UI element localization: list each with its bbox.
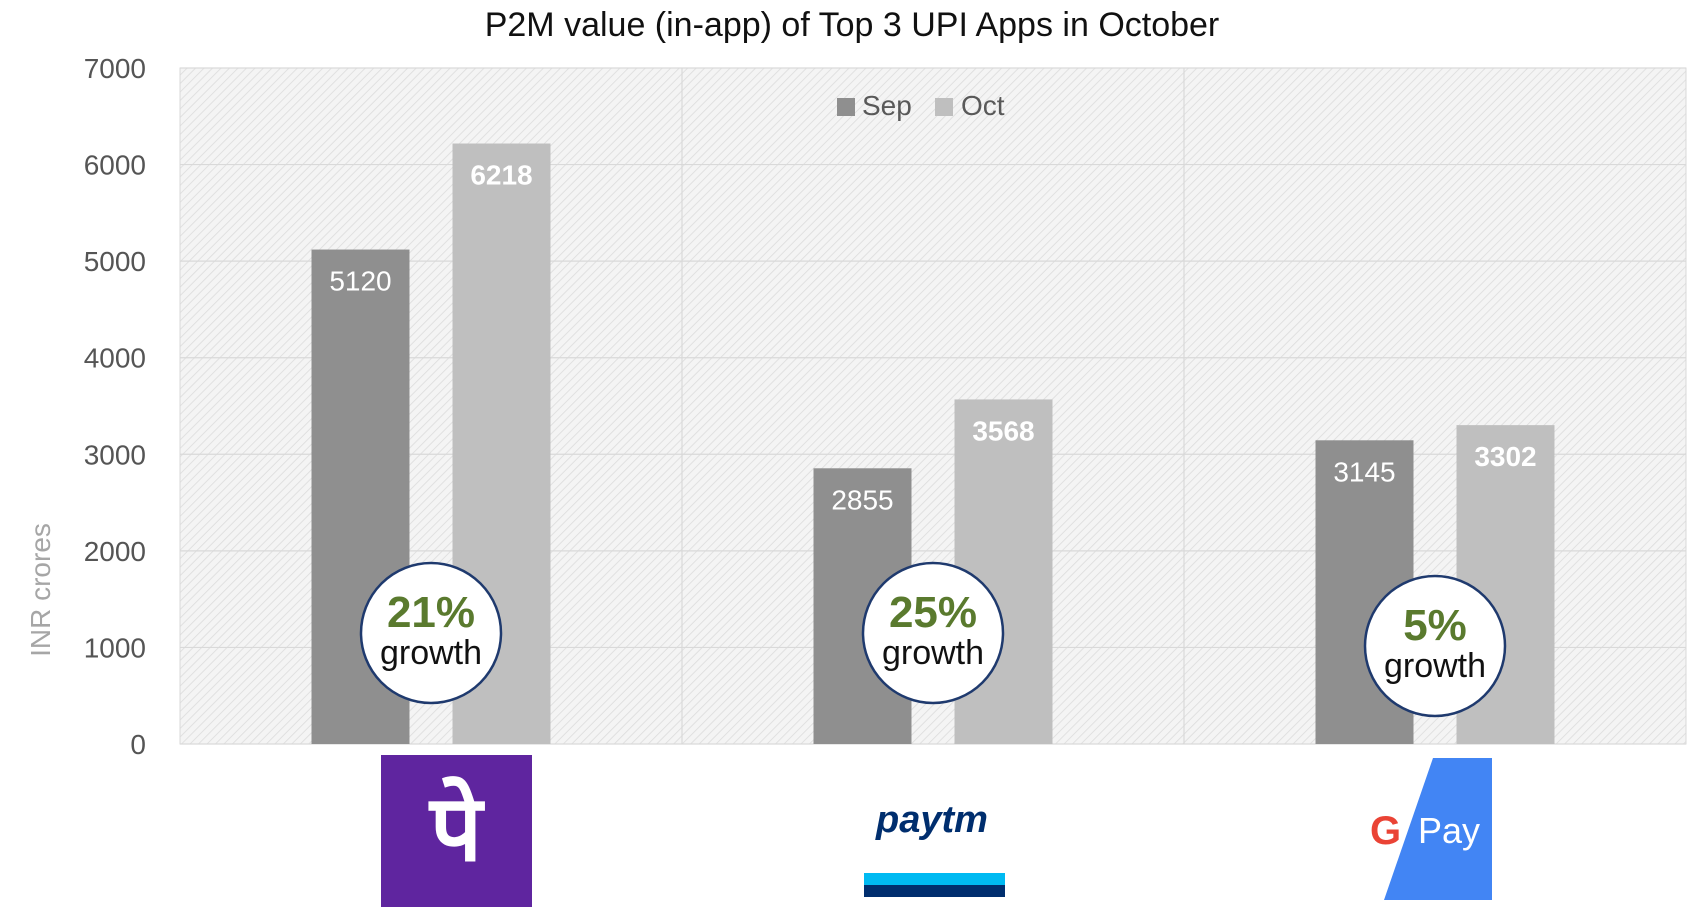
growth-percent-google-pay: 5% xyxy=(1403,601,1467,650)
y-tick-label-3000: 3000 xyxy=(84,439,146,470)
y-tick-label-5000: 5000 xyxy=(84,246,146,277)
phonepe-logo-tile xyxy=(381,755,532,907)
paytm-logo: paytm xyxy=(864,799,1005,897)
data-label-google-pay-oct: 3302 xyxy=(1474,441,1536,472)
y-axis-ticks: 0 1000 2000 3000 4000 5000 6000 7000 xyxy=(84,53,146,760)
y-tick-label-2000: 2000 xyxy=(84,536,146,567)
legend-label-oct: Oct xyxy=(961,90,1005,121)
y-tick-label-4000: 4000 xyxy=(84,343,146,374)
legend-swatch-oct xyxy=(935,98,953,116)
y-axis-label: INR crores xyxy=(25,523,56,657)
google-pay-logo: G Pay xyxy=(1370,758,1492,900)
chart-title: P2M value (in-app) of Top 3 UPI Apps in … xyxy=(485,6,1220,44)
data-label-google-pay-sep: 3145 xyxy=(1333,456,1395,487)
paytm-wordmark: paytm xyxy=(875,799,988,841)
y-tick-label-7000: 7000 xyxy=(84,53,146,84)
data-label-phonepe-oct: 6218 xyxy=(470,160,532,191)
y-tick-label-0: 0 xyxy=(130,729,146,760)
growth-word-paytm: growth xyxy=(882,634,984,672)
data-label-paytm-sep: 2855 xyxy=(831,484,893,515)
paytm-stripe-dark xyxy=(864,885,1005,897)
growth-badge-phonepe xyxy=(359,561,503,705)
growth-badge-google-pay xyxy=(1363,574,1507,718)
paytm-stripe-light xyxy=(864,873,1005,885)
gpay-wordmark: Pay xyxy=(1418,810,1480,851)
growth-word-google-pay: growth xyxy=(1384,647,1486,685)
growth-percent-paytm: 25% xyxy=(889,588,977,637)
phonepe-logo: पे xyxy=(381,755,532,907)
data-label-paytm-oct: 3568 xyxy=(972,415,1034,446)
phonepe-logo-glyph: पे xyxy=(428,775,486,882)
legend-swatch-sep xyxy=(837,98,855,116)
growth-word-phonepe: growth xyxy=(380,634,482,672)
data-label-phonepe-sep: 5120 xyxy=(329,266,391,297)
y-tick-label-6000: 6000 xyxy=(84,150,146,181)
growth-badge-paytm xyxy=(861,561,1005,705)
gpay-g-letter: G xyxy=(1370,809,1401,853)
gpay-panel xyxy=(1384,758,1492,900)
legend-label-sep: Sep xyxy=(862,90,912,121)
y-tick-label-1000: 1000 xyxy=(84,632,146,663)
legend: Sep Oct xyxy=(837,90,1005,121)
growth-percent-phonepe: 21% xyxy=(387,588,475,637)
